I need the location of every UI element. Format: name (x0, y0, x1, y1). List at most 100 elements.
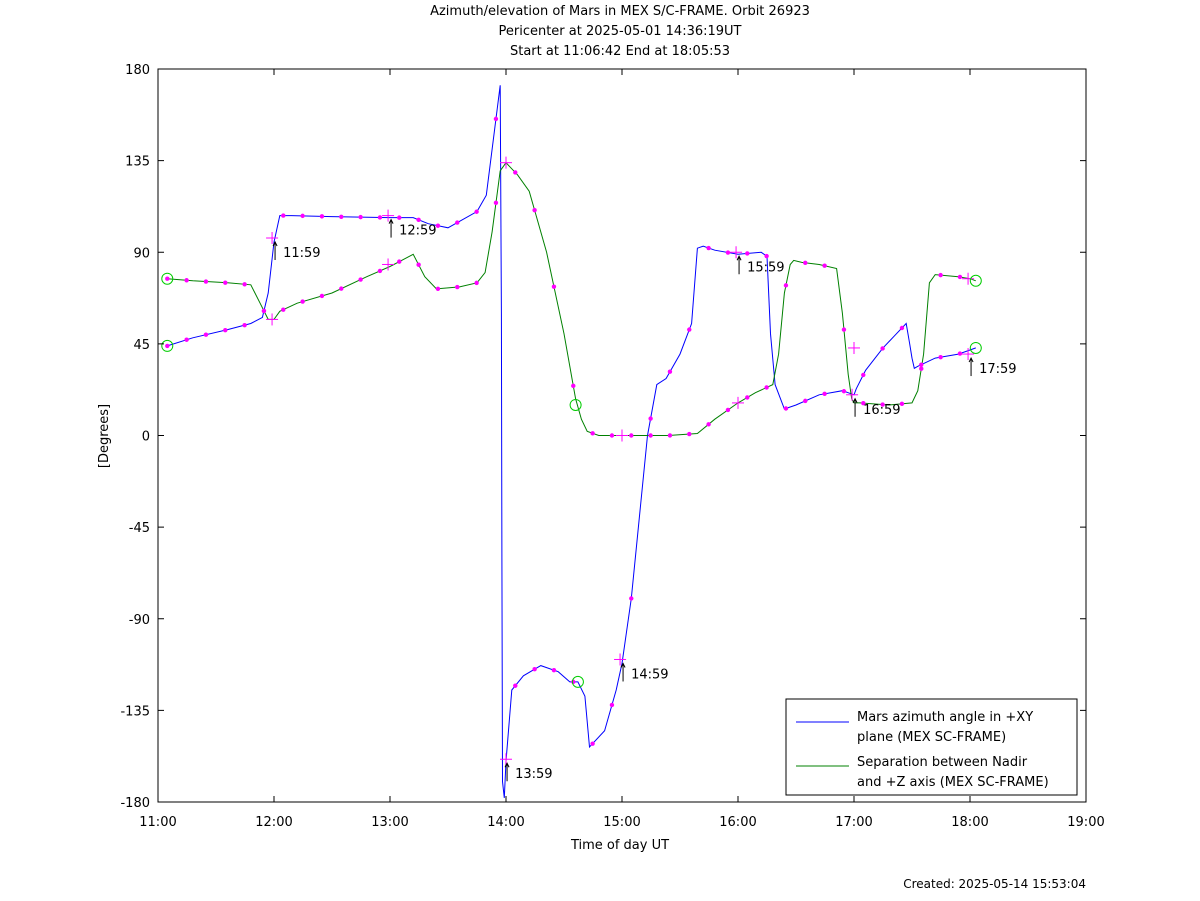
hour-annotation-label: 11:59 (283, 246, 320, 261)
hour-annotation-label: 16:59 (863, 403, 900, 418)
separation-point (513, 170, 518, 175)
azimuth-point (957, 351, 963, 356)
separation-point (261, 308, 267, 314)
chart-title-line-2: Pericenter at 2025-05-01 14:36:19UT (498, 24, 742, 39)
azimuth-point (783, 406, 789, 411)
azimuth-point (938, 354, 943, 360)
separation-point (242, 282, 247, 287)
separation-point (397, 259, 402, 264)
separation-point (745, 395, 750, 400)
annotation-layer: 11:59 12:59 13:59 14:59 15:59 16:59 17:59 (161, 156, 1017, 782)
azimuth-point (319, 214, 325, 219)
separation-point (377, 268, 383, 274)
legend-box (785, 698, 1078, 796)
separation-point (551, 284, 557, 289)
x-tick-label: 13:00 (371, 815, 408, 830)
event-circle-marker (161, 339, 174, 352)
azimuth-point (725, 250, 731, 255)
separation-point (300, 299, 305, 304)
legend-label-azimuth-2: plane (MEX SC-FRAME) (857, 730, 1006, 745)
azimuth-point (300, 213, 305, 219)
annotation-arrowhead (272, 240, 278, 247)
hour-annotation-label: 14:59 (631, 667, 668, 682)
x-tick-label: 19:00 (1067, 815, 1104, 830)
separation-point (416, 262, 421, 267)
separation-point (919, 366, 924, 371)
separation-series-line (167, 161, 976, 436)
y-tick-label: 180 (125, 63, 150, 78)
separation-point (648, 433, 653, 438)
separation-point (203, 279, 209, 284)
azimuth-point (687, 327, 692, 332)
hour-annotation-label: 12:59 (399, 224, 436, 239)
annotation-arrowhead (620, 662, 626, 668)
hour-annotation-label: 13:59 (515, 767, 552, 782)
azimuth-point (435, 223, 441, 228)
chart-title-line-1: Azimuth/elevation of Mars in MEX S/C-FRA… (430, 4, 810, 19)
azimuth-point (493, 116, 499, 122)
hour-annotation-label: 15:59 (747, 260, 784, 275)
azimuth-series-line (167, 85, 976, 798)
azimuth-point (339, 214, 344, 219)
separation-point (629, 433, 634, 438)
separation-point (957, 274, 963, 280)
y-tick-label: -90 (129, 613, 150, 628)
azimuth-point (358, 214, 363, 220)
azimuth-point (609, 702, 615, 708)
azimuth-point (184, 337, 189, 342)
azimuth-point (861, 372, 866, 378)
separation-point (435, 286, 441, 291)
separation-point (822, 263, 827, 268)
x-tick-label: 17:00 (835, 815, 872, 830)
y-tick-label: 90 (133, 246, 150, 261)
hour-annotation-label: 17:59 (979, 362, 1016, 377)
azimuth-point (416, 217, 421, 223)
separation-point (667, 433, 673, 438)
separation-point (899, 401, 905, 407)
series-layer (165, 85, 976, 798)
separation-point (184, 278, 189, 283)
azimuth-point (629, 596, 634, 601)
azimuth-point (242, 322, 247, 328)
y-tick-label: -135 (120, 704, 150, 719)
legend: Mars azimuth angle in +XY plane (MEX SC-… (785, 698, 1078, 796)
y-tick-label: 45 (133, 338, 150, 353)
annotation-arrowhead (388, 218, 394, 224)
azimuth-point (551, 667, 557, 673)
azimuth-point (397, 215, 402, 220)
annotation-arrowhead (504, 762, 510, 768)
event-circle-marker (569, 398, 582, 411)
x-tick-label: 16:00 (719, 815, 756, 830)
event-circle-marker (969, 274, 982, 287)
azimuth-point (706, 245, 711, 251)
separation-point (841, 327, 847, 332)
separation-point (609, 433, 615, 438)
annotation-arrowhead (736, 255, 742, 261)
separation-point (725, 407, 731, 413)
separation-point (764, 385, 769, 390)
separation-point (783, 283, 789, 288)
x-tick-label: 15:00 (603, 815, 640, 830)
azimuth-point (474, 209, 479, 214)
azimuth-point (919, 362, 924, 367)
separation-point (223, 280, 228, 285)
separation-point (571, 383, 576, 389)
y-tick-label: -180 (120, 796, 150, 811)
separation-point (861, 400, 866, 406)
azimuth-point (455, 220, 460, 225)
separation-point (938, 272, 943, 278)
azimuth-point (590, 741, 595, 746)
azimuth-point (899, 325, 905, 331)
legend-label-azimuth-1: Mars azimuth angle in +XY (857, 710, 1033, 725)
azimuth-point (377, 215, 383, 220)
created-timestamp: Created: 2025-05-14 15:53:04 (903, 877, 1086, 891)
y-tick-label: 135 (125, 155, 150, 170)
azimuth-point (223, 327, 228, 333)
event-circle-marker (571, 675, 584, 688)
x-tick-label: 11:00 (139, 815, 176, 830)
y-tick-label: 0 (142, 430, 150, 445)
separation-point (339, 286, 344, 291)
event-circle-marker (161, 272, 174, 285)
separation-point (590, 431, 595, 436)
